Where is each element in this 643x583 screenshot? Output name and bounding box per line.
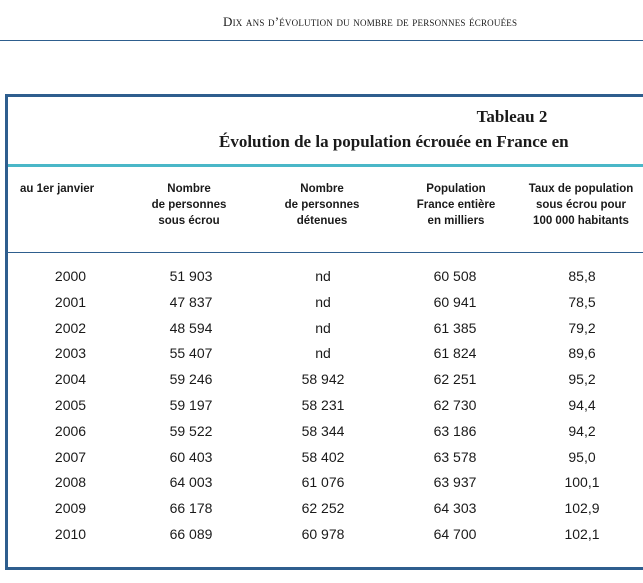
cell-rate: 79,2 [568,319,596,336]
cell-year: 2007 [54,448,87,465]
table-row: 2006 59 522 58 344 63 186 94,2 [8,423,643,449]
cell-persons-detained: nd [315,268,331,284]
cell-rate: 89,6 [568,345,596,362]
cell-year: 2000 [54,268,87,284]
cell-persons-detained: 61 076 [301,474,345,491]
table-row: 2010 66 089 60 978 64 700 102,1 [8,526,643,552]
cell-population: 63 937 [433,474,477,491]
cell-population: 63 186 [433,422,477,439]
table-row: 2001 47 837 nd 60 941 78,5 [8,294,643,320]
cell-year: 2010 [54,525,87,542]
table-row: 2003 55 407 nd 61 824 89,6 [8,345,643,371]
cell-persons-under-commitment: 60 403 [169,448,213,465]
cell-persons-under-commitment: 59 246 [169,371,213,388]
cell-persons-detained: 58 231 [301,396,345,413]
cell-rate: 102,9 [564,500,600,517]
cell-rate: 85,8 [568,268,596,284]
running-header: Dix ans d’évolution du nombre de personn… [223,14,518,29]
table-box: Tableau 2 Évolution de la population écr… [5,94,643,570]
cell-population: 61 824 [433,345,477,362]
cell-persons-detained: 58 344 [301,422,345,439]
cell-persons-under-commitment: 59 522 [169,422,213,439]
header-rate: Taux de population sous écrou pour 100 0… [528,183,634,227]
cell-persons-detained: nd [315,345,331,362]
header-persons-detained: Nombre de personnes détenues [284,183,360,227]
header-rule-bottom [8,252,643,253]
cell-persons-detained: nd [315,293,331,310]
table-body: 2000 51 903 nd 60 508 85,8 2001 47 837 nd 60 941… [8,268,643,552]
header-rule [0,40,643,41]
header-population: Population France entière en milliers [416,183,496,227]
cell-persons-detained: nd [315,319,331,336]
cell-persons-detained: 58 402 [301,448,345,465]
table-row: 2005 59 197 58 231 62 730 94,4 [8,397,643,423]
cell-persons-under-commitment: 64 003 [169,474,213,491]
cell-year: 2003 [54,345,87,362]
table-row: 2004 59 246 58 942 62 251 95,2 [8,371,643,397]
cell-persons-detained: 62 252 [301,500,345,517]
cell-persons-under-commitment: 48 594 [169,319,213,336]
cell-year: 2009 [54,500,87,517]
cell-population: 64 303 [433,500,477,517]
table-title-text: Évolution de la population écrouée en Fr… [219,132,569,151]
table-row: 2002 48 594 nd 61 385 79,2 [8,320,643,346]
cell-population: 61 385 [433,319,477,336]
cell-population: 60 508 [433,268,477,284]
cell-rate: 95,2 [568,371,596,388]
cell-population: 63 578 [433,448,477,465]
cell-population: 62 730 [433,396,477,413]
table-title-number: Tableau 2 [476,107,548,126]
cell-year: 2002 [54,319,87,336]
cell-year: 2004 [54,371,87,388]
cell-rate: 94,2 [568,422,596,439]
cell-population: 60 941 [433,293,477,310]
cell-persons-under-commitment: 55 407 [169,345,213,362]
cell-persons-under-commitment: 59 197 [169,396,213,413]
cell-rate: 102,1 [564,525,600,542]
cell-rate: 95,0 [568,448,596,465]
cell-persons-under-commitment: 66 089 [169,525,213,542]
cell-persons-detained: 58 942 [301,371,345,388]
cell-persons-under-commitment: 66 178 [169,500,213,517]
cell-rate: 100,1 [564,474,600,491]
cell-year: 2008 [54,474,87,491]
table-row: 2009 66 178 62 252 64 303 102,9 [8,500,643,526]
header-persons-under-commitment: Nombre de personnes sous écrou [151,183,227,227]
cell-population: 62 251 [433,371,477,388]
cell-year: 2001 [54,293,87,310]
cell-population: 64 700 [433,525,477,542]
header-date: au 1er janvier [20,183,95,195]
table-row: 2008 64 003 61 076 63 937 100,1 [8,474,643,500]
cell-year: 2006 [54,422,87,439]
table-row: 2000 51 903 nd 60 508 85,8 [8,268,643,294]
cell-rate: 94,4 [568,396,596,413]
cell-persons-under-commitment: 51 903 [169,268,213,284]
cell-year: 2005 [54,396,87,413]
cell-persons-under-commitment: 47 837 [169,293,213,310]
table-row: 2007 60 403 58 402 63 578 95,0 [8,449,643,475]
cell-persons-detained: 60 978 [301,525,345,542]
title-rule [8,164,643,167]
cell-rate: 78,5 [568,293,596,310]
